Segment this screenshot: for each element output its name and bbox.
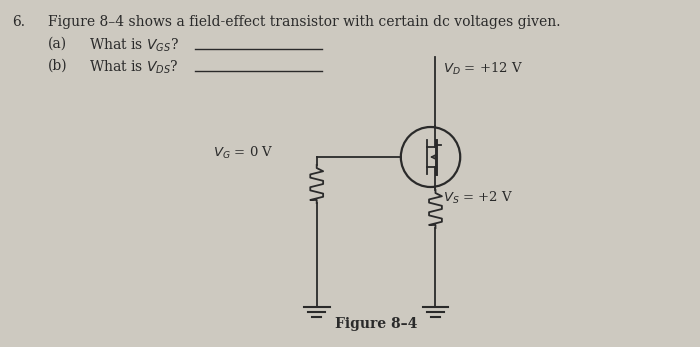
- Text: Figure 8–4 shows a field-effect transistor with certain dc voltages given.: Figure 8–4 shows a field-effect transist…: [48, 15, 560, 29]
- Text: (a): (a): [48, 37, 66, 51]
- Text: $V_G$ = 0 V: $V_G$ = 0 V: [213, 145, 273, 161]
- Text: $V_D$ = +12 V: $V_D$ = +12 V: [443, 61, 524, 77]
- Text: 6.: 6.: [12, 15, 25, 29]
- Text: What is $V_{DS}$?: What is $V_{DS}$?: [89, 59, 179, 76]
- Text: Figure 8–4: Figure 8–4: [335, 317, 417, 331]
- Text: (b): (b): [48, 59, 67, 73]
- Text: What is $V_{GS}$?: What is $V_{GS}$?: [89, 37, 179, 54]
- Text: $V_S$ = +2 V: $V_S$ = +2 V: [443, 190, 514, 206]
